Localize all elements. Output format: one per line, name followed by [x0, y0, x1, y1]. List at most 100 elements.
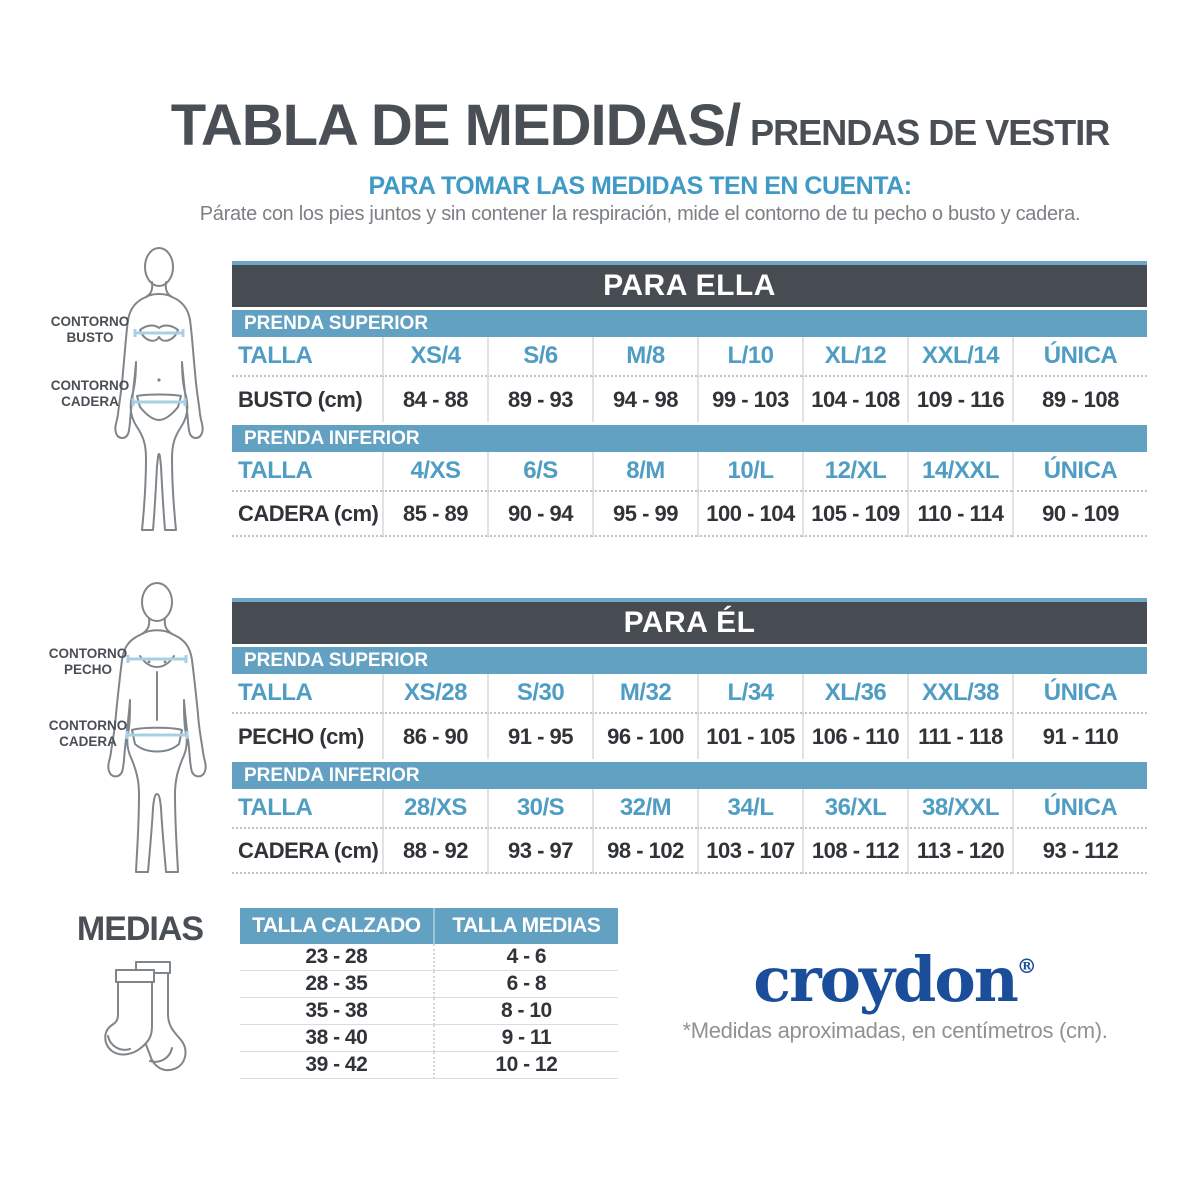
socks-cell: 8 - 10: [432, 998, 618, 1025]
women-upper-section-header: PRENDA SUPERIOR: [232, 310, 1147, 337]
page-title: TABLA DE MEDIDAS/PRENDAS DE VESTIR: [100, 92, 1180, 159]
value-cell: 106 - 110: [802, 714, 907, 759]
title-suffix: PRENDAS DE VESTIR: [750, 112, 1110, 153]
measure-row-label: BUSTO (cm): [238, 386, 363, 412]
value-cell: 100 - 104: [697, 492, 802, 537]
size-cell: L/34: [697, 674, 802, 714]
female-figure-illustration: [94, 246, 224, 543]
size-cell: XS/28: [382, 674, 487, 714]
measure-row-label: CADERA (cm): [232, 492, 382, 537]
socks-size-table: TALLA CALZADO TALLA MEDIAS 23 - 28 4 - 6…: [240, 908, 618, 1079]
size-cell: S/6: [487, 337, 592, 377]
size-cell: 30/S: [487, 789, 592, 829]
value-cell: 109 - 116: [907, 377, 1012, 422]
size-cell: XL/36: [802, 674, 907, 714]
value-cell: 84 - 88: [382, 377, 487, 422]
value-cell: 85 - 89: [382, 492, 487, 537]
size-cell: L/10: [697, 337, 802, 377]
socks-cell: 38 - 40: [240, 1025, 433, 1052]
men-upper-section-header: PRENDA SUPERIOR: [232, 647, 1147, 674]
title-main: TABLA DE MEDIDAS/: [170, 93, 741, 158]
value-cell: 91 - 110: [1012, 714, 1147, 759]
measure-row-label: PECHO (cm): [238, 723, 364, 749]
women-size-table: PARA ELLA PRENDA SUPERIOR TALLA XS/4 S/6…: [232, 261, 1147, 537]
size-cell: ÚNICA: [1012, 789, 1147, 829]
value-cell: 91 - 95: [487, 714, 592, 759]
women-table-title: PARA ELLA: [232, 261, 1147, 307]
size-cell: M/32: [592, 674, 697, 714]
size-cell: ÚNICA: [1012, 452, 1147, 492]
value-cell: 113 - 120: [907, 829, 1012, 874]
measure-row-label: CADERA (cm): [232, 829, 382, 874]
size-cell: 28/XS: [382, 789, 487, 829]
value-cell: 95 - 99: [592, 492, 697, 537]
value-cell: 101 - 105: [697, 714, 802, 759]
socks-cell: 9 - 11: [432, 1025, 618, 1052]
men-lower-section-header: PRENDA INFERIOR: [232, 762, 1147, 789]
socks-cell: 28 - 35: [240, 971, 433, 998]
size-row-label: TALLA: [232, 674, 382, 714]
brand-block: croydon® *Medidas aproximadas, en centím…: [640, 943, 1150, 1044]
value-cell: 89 - 108: [1012, 377, 1147, 422]
socks-section-title: MEDIAS: [76, 910, 204, 948]
subtitle: PARA TOMAR LAS MEDIDAS TEN EN CUENTA:: [368, 172, 912, 200]
size-cell: M/8: [592, 337, 697, 377]
value-cell: 98 - 102: [592, 829, 697, 874]
size-row-label: TALLA: [232, 337, 382, 377]
size-cell: 32/M: [592, 789, 697, 829]
value-cell: 99 - 103: [697, 377, 802, 422]
socks-cell: 4 - 6: [432, 944, 618, 971]
size-cell: 8/M: [592, 452, 697, 492]
instructions-text: Párate con los pies juntos y sin contene…: [199, 203, 1081, 225]
registered-mark: ®: [1016, 954, 1037, 978]
value-cell: 96 - 100: [592, 714, 697, 759]
value-cell: 110 - 114: [907, 492, 1012, 537]
size-cell: 34/L: [697, 789, 802, 829]
men-table-title: PARA ÉL: [232, 598, 1147, 644]
size-cell: ÚNICA: [1012, 337, 1147, 377]
socks-col-header-sock: TALLA MEDIAS: [432, 908, 618, 944]
size-cell: XXL/38: [907, 674, 1012, 714]
value-cell: 103 - 107: [697, 829, 802, 874]
male-hip-label: CONTORNO CADERA: [48, 718, 128, 749]
size-cell: 36/XL: [802, 789, 907, 829]
socks-cell: 35 - 38: [240, 998, 433, 1025]
value-cell: 90 - 94: [487, 492, 592, 537]
socks-cell: 6 - 8: [432, 971, 618, 998]
women-lower-section-header: PRENDA INFERIOR: [232, 425, 1147, 452]
size-cell: 4/XS: [382, 452, 487, 492]
size-cell: XS/4: [382, 337, 487, 377]
measurements-note: *Medidas aproximadas, en centímetros (cm…: [682, 1018, 1108, 1044]
value-cell: 104 - 108: [802, 377, 907, 422]
size-row-label: TALLA: [232, 452, 382, 492]
male-figure-illustration: [90, 582, 224, 893]
female-hip-label: CONTORNO CADERA: [50, 378, 130, 409]
female-bust-label: CONTORNO BUSTO: [50, 314, 130, 345]
size-cell: 12/XL: [802, 452, 907, 492]
socks-icon: [86, 956, 204, 1093]
size-cell: 6/S: [487, 452, 592, 492]
socks-cell: 39 - 42: [240, 1052, 433, 1079]
value-cell: 105 - 109: [802, 492, 907, 537]
croydon-logo: croydon®: [753, 943, 1037, 1016]
size-cell: XL/12: [802, 337, 907, 377]
size-cell: 14/XXL: [907, 452, 1012, 492]
socks-col-header-shoe: TALLA CALZADO: [252, 914, 421, 937]
value-cell: 94 - 98: [592, 377, 697, 422]
value-cell: 93 - 97: [487, 829, 592, 874]
value-cell: 93 - 112: [1012, 829, 1147, 874]
size-cell: S/30: [487, 674, 592, 714]
socks-cell: 10 - 12: [432, 1052, 618, 1079]
size-row-label: TALLA: [232, 789, 382, 829]
size-cell: 38/XXL: [907, 789, 1012, 829]
value-cell: 86 - 90: [382, 714, 487, 759]
size-cell: XXL/14: [907, 337, 1012, 377]
value-cell: 90 - 109: [1012, 492, 1147, 537]
male-chest-label: CONTORNO PECHO: [48, 646, 128, 677]
size-cell: 10/L: [697, 452, 802, 492]
size-cell: ÚNICA: [1012, 674, 1147, 714]
socks-cell: 23 - 28: [240, 944, 433, 971]
men-size-table: PARA ÉL PRENDA SUPERIOR TALLA XS/28 S/30…: [232, 598, 1147, 874]
value-cell: 111 - 118: [907, 714, 1012, 759]
